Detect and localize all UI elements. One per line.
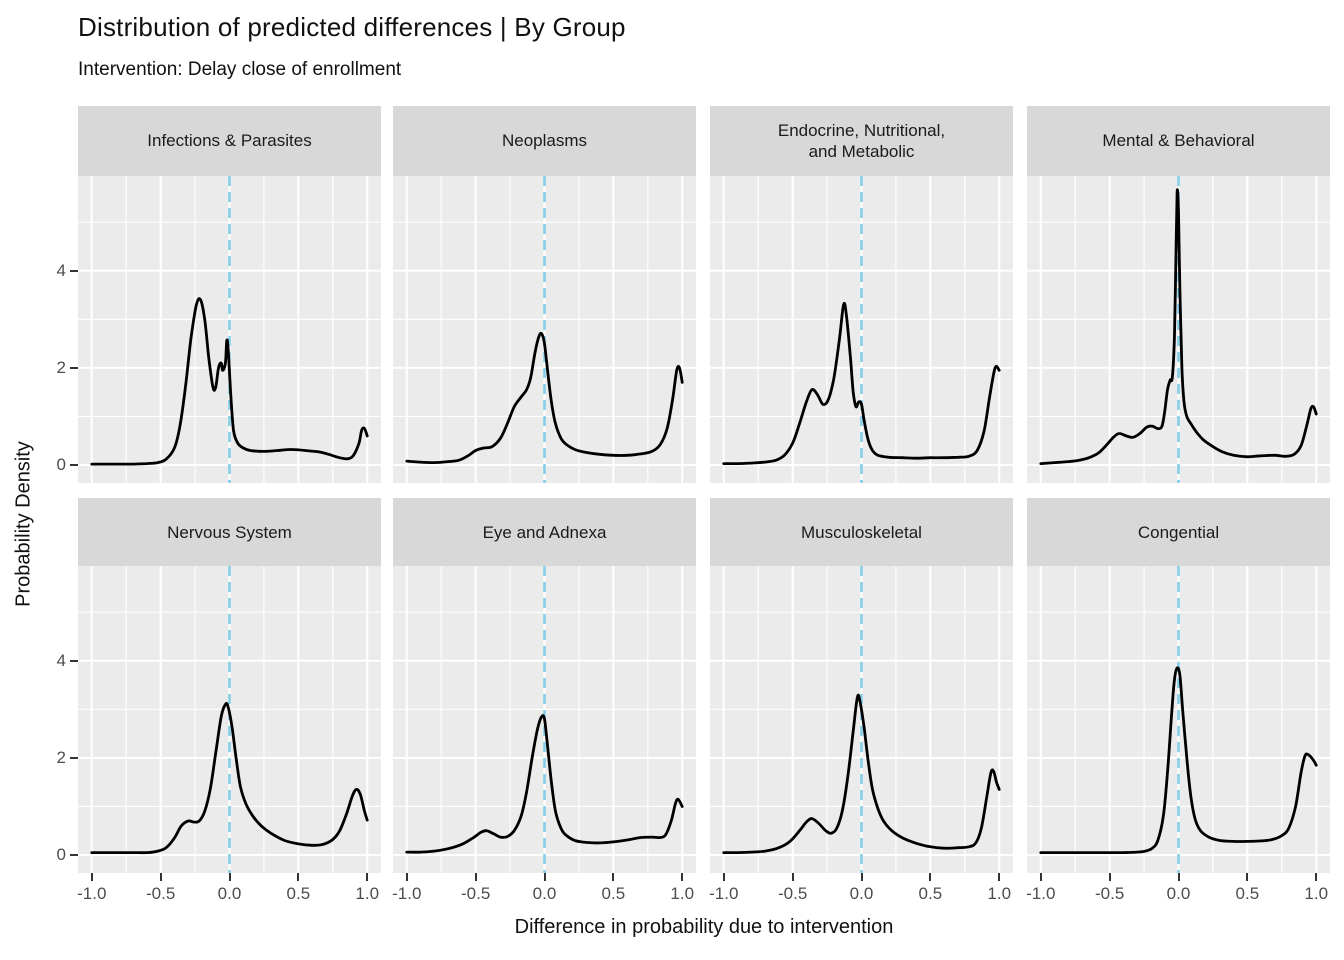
x-tick-mark — [474, 873, 477, 881]
x-tick-mark — [1108, 873, 1111, 881]
x-tick-label: -0.5 — [145, 884, 176, 903]
x-tick-label: 0.5 — [1235, 884, 1260, 903]
facet-strip: Musculoskeletal — [710, 498, 1013, 568]
y-tick-mark — [70, 756, 78, 759]
x-tick-label: 0.0 — [1166, 884, 1191, 903]
facet-strip: Infections & Parasites — [78, 106, 381, 176]
x-tick-mark — [612, 873, 615, 881]
x-tick-label: 0.5 — [286, 884, 311, 903]
x-tick-mark — [1246, 873, 1249, 881]
density-curve — [722, 693, 1001, 855]
y-tick-mark — [70, 269, 78, 272]
x-tick-mark — [681, 873, 684, 881]
x-axis-title: Difference in probability due to interve… — [514, 916, 894, 938]
density-curve — [405, 714, 684, 854]
facet-panel — [393, 176, 696, 483]
density-curve — [722, 301, 1001, 466]
facet-strip: Eye and Adnexa — [393, 498, 696, 568]
y-tick-label: 4 — [56, 260, 66, 280]
x-tick-label: 0.5 — [918, 884, 943, 903]
x-tick-mark — [1039, 873, 1042, 881]
x-tick-label: -1.0 — [392, 884, 422, 903]
facet-panel — [1027, 566, 1330, 873]
density-curve — [405, 331, 684, 465]
x-tick-label: 1.0 — [670, 884, 695, 903]
x-tick-mark — [405, 873, 408, 881]
x-tick-mark — [998, 873, 1001, 881]
facet-strip: Nervous System — [78, 498, 381, 568]
y-tick-label: 4 — [56, 650, 66, 670]
facet-strip: Endocrine, Nutritional, and Metabolic — [710, 106, 1013, 176]
y-tick-mark — [70, 854, 78, 857]
y-tick-mark — [70, 659, 78, 662]
x-tick-mark — [90, 873, 93, 881]
x-tick-label: 0.0 — [532, 884, 557, 903]
facet-strip: Neoplasms — [393, 106, 696, 176]
y-tick-label: 0 — [56, 845, 66, 865]
x-tick-mark — [366, 873, 369, 881]
density-curve — [90, 702, 369, 855]
x-tick-label: 0.5 — [601, 884, 626, 903]
y-tick-label: 2 — [56, 747, 66, 767]
facet-strip: Mental & Behavioral — [1027, 106, 1330, 176]
plot-title: Distribution of predicted differences | … — [78, 12, 626, 42]
x-tick-mark — [929, 873, 932, 881]
y-tick-mark — [70, 464, 78, 467]
x-tick-mark — [228, 873, 231, 881]
facet-strip: Congential — [1027, 498, 1330, 568]
x-tick-label: -1.0 — [709, 884, 739, 903]
x-tick-label: 1.0 — [987, 884, 1012, 903]
density-curve — [90, 297, 369, 466]
facet-panel — [1027, 176, 1330, 483]
x-tick-label: 1.0 — [355, 884, 380, 903]
plot-subtitle: Intervention: Delay close of enrollment — [78, 59, 402, 80]
y-tick-label: 0 — [56, 455, 66, 475]
x-tick-mark — [791, 873, 794, 881]
x-tick-label: 1.0 — [1304, 884, 1329, 903]
y-tick-mark — [70, 366, 78, 369]
x-tick-mark — [722, 873, 725, 881]
facet-panel — [393, 566, 696, 873]
x-tick-mark — [543, 873, 546, 881]
x-tick-mark — [297, 873, 300, 881]
facet-panel — [710, 566, 1013, 873]
x-tick-label: -0.5 — [460, 884, 491, 903]
x-tick-label: -0.5 — [777, 884, 808, 903]
x-tick-label: 0.0 — [849, 884, 874, 903]
density-curve — [1039, 666, 1318, 855]
x-tick-label: -1.0 — [1026, 884, 1056, 903]
density-curve — [1039, 188, 1318, 465]
x-tick-label: 0.0 — [217, 884, 242, 903]
x-tick-mark — [860, 873, 863, 881]
x-tick-mark — [159, 873, 162, 881]
x-tick-mark — [1315, 873, 1318, 881]
x-tick-mark — [1177, 873, 1180, 881]
facet-panel — [710, 176, 1013, 483]
x-tick-label: -1.0 — [77, 884, 107, 903]
x-tick-label: -0.5 — [1094, 884, 1125, 903]
facet-panel — [78, 176, 381, 483]
y-tick-label: 2 — [56, 357, 66, 377]
facet-panel — [78, 566, 381, 873]
